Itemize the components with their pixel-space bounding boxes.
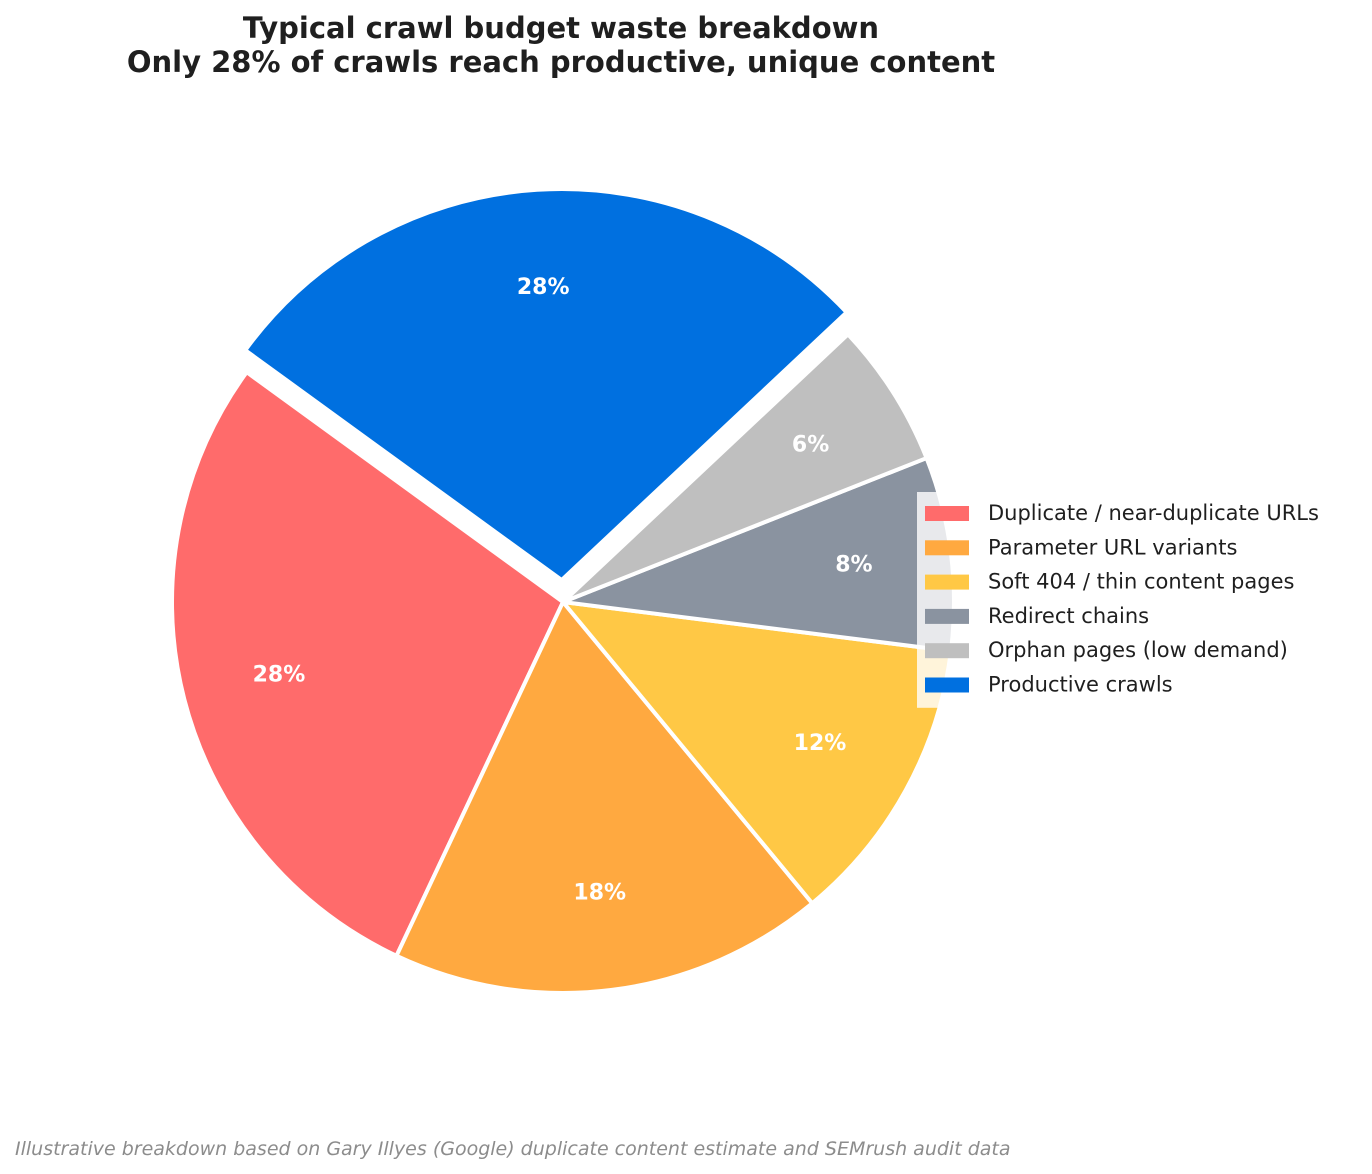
legend-label: Productive crawls xyxy=(988,673,1173,697)
pie-slice-duplicate-near-duplicate-urls xyxy=(170,370,565,958)
slice-value-label: 8% xyxy=(835,553,872,578)
legend-label: Parameter URL variants xyxy=(988,535,1237,559)
legend-swatch-duplicate-near-duplicate-urls xyxy=(925,506,969,521)
chart-title-group: Typical crawl budget waste breakdown Onl… xyxy=(127,11,995,79)
pie-slice-orphan-pages-low-demand xyxy=(561,332,929,604)
legend-label: Soft 404 / thin content pages xyxy=(988,570,1294,594)
legend-background xyxy=(917,492,1353,708)
legend-swatch-parameter-url-variants xyxy=(925,540,969,556)
slice-value-label: 12% xyxy=(794,731,847,756)
legend-label: Orphan pages (low demand) xyxy=(988,638,1288,662)
legend-swatch-redirect-chains xyxy=(925,608,969,624)
legend-label: Duplicate / near-duplicate URLs xyxy=(988,501,1319,525)
legend-swatch-productive-crawls xyxy=(925,677,969,693)
legend-label: Redirect chains xyxy=(988,604,1149,628)
pie-value-labels: 28% 18% 12% 8% 6% 28% xyxy=(253,275,873,906)
slice-value-label: 18% xyxy=(573,880,626,905)
pie-slice-productive-crawls xyxy=(243,187,849,583)
legend-swatch-soft-404-thin-content-pages xyxy=(925,574,969,590)
slice-value-label: 28% xyxy=(253,662,306,687)
legend-swatch-orphan-pages-low-demand xyxy=(925,643,969,659)
slice-value-label: 28% xyxy=(517,275,570,300)
slice-value-label: 6% xyxy=(792,432,829,457)
chart-subtitle: Only 28% of crawls reach productive, uni… xyxy=(127,45,995,79)
pie-slice-parameter-url-variants xyxy=(394,600,815,995)
chart-title: Typical crawl budget waste breakdown xyxy=(243,11,879,45)
chart-footnote: Illustrative breakdown based on Gary Ill… xyxy=(15,1138,1011,1160)
pie-slices xyxy=(170,187,956,995)
chart-legend: Duplicate / near-duplicate URLs Parameter… xyxy=(917,492,1353,708)
